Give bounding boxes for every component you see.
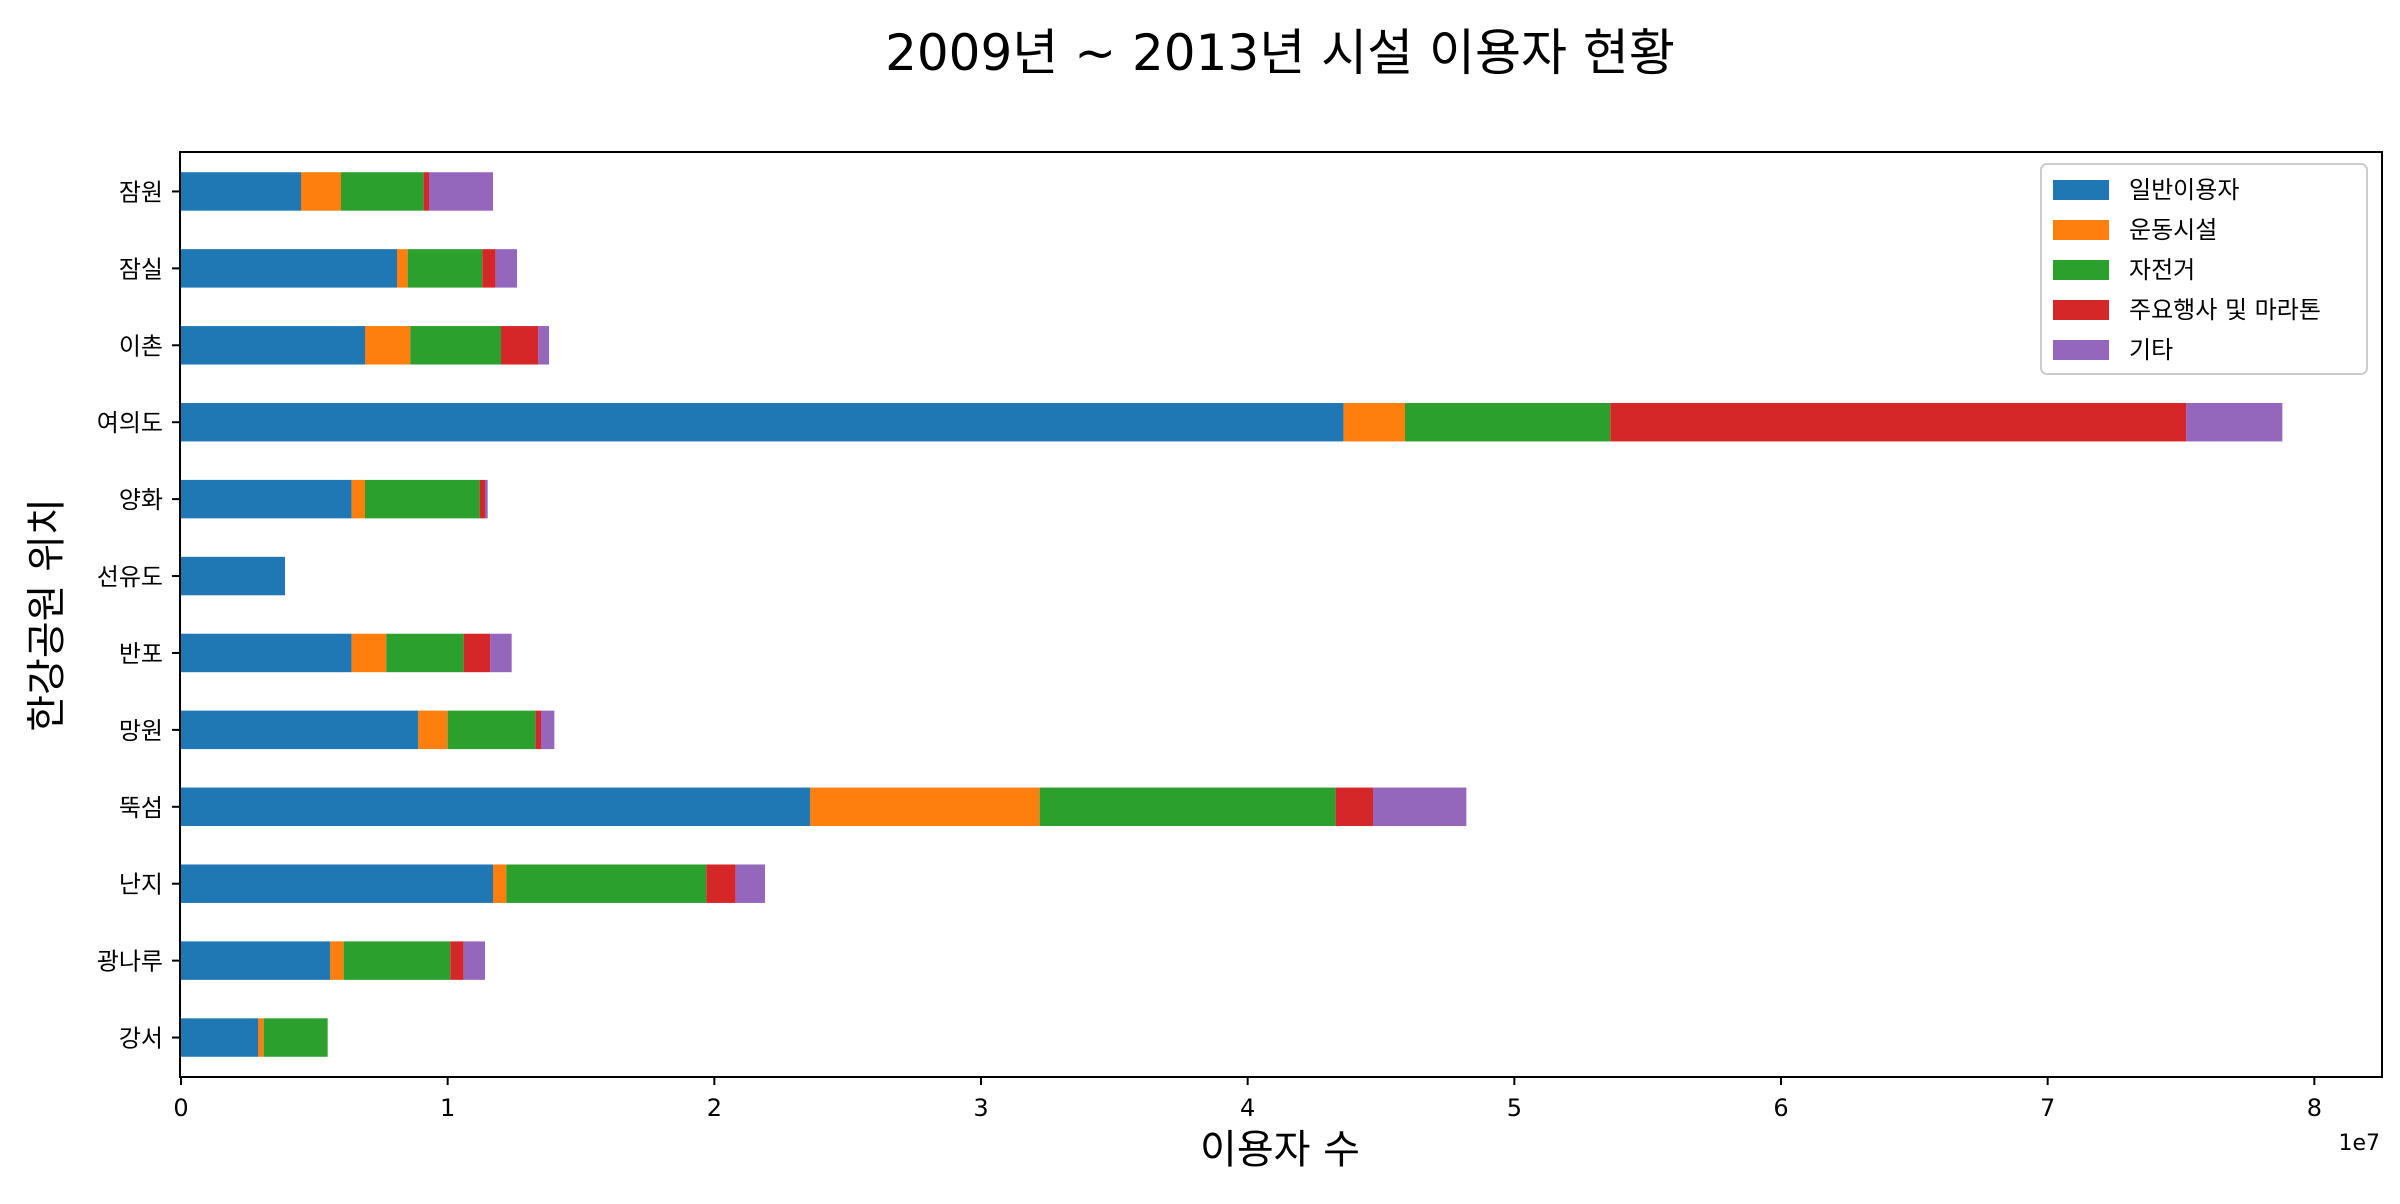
bar-segment	[493, 864, 507, 903]
plot-area: 0 1 2 3 4 5 6 7 8 강서 광나루 난지 뚝섬 망원 반포 선유도 양화 여의도 이촌 잠실 잠원	[97, 172, 2322, 1122]
bar-segment	[407, 249, 483, 288]
bar-segment	[447, 710, 536, 750]
bar-segment	[341, 172, 424, 211]
y-tick-label: 뚝섬	[119, 794, 163, 822]
x-tick-label: 7	[2040, 1094, 2055, 1122]
bar-segment	[506, 864, 707, 903]
legend-label: 자전거	[2129, 256, 2195, 284]
x-tick-label: 2	[707, 1094, 722, 1122]
x-tick-label: 4	[1240, 1094, 1255, 1122]
legend-frame	[2040, 163, 2368, 375]
bar-segment	[330, 941, 344, 980]
bar-segment	[482, 249, 496, 288]
x-tick-label: 5	[1507, 1094, 1522, 1122]
bar-segment	[538, 326, 549, 365]
bar-segment	[810, 787, 1040, 827]
legend-swatch	[2053, 220, 2109, 240]
x-tick-label: 6	[1773, 1094, 1788, 1122]
bar-segment	[343, 941, 451, 980]
bar-segment	[181, 479, 352, 519]
legend-swatch	[2053, 260, 2109, 280]
bar-segment	[501, 326, 539, 365]
bar-segment	[181, 172, 301, 211]
bar-segment	[181, 710, 419, 750]
bar-segment	[485, 479, 488, 519]
bar-segment	[490, 633, 512, 673]
bar-segment	[258, 1018, 264, 1057]
x-tick-label: 3	[973, 1094, 988, 1122]
bar-segment	[1610, 402, 2187, 442]
x-axis-label: 이용자 수	[1200, 1127, 1360, 1173]
y-tick-label: 양화	[119, 486, 163, 514]
chart-title: 2009년 ~ 2013년 시설 이용자 현황	[885, 24, 1675, 82]
bar-segment	[351, 633, 387, 673]
legend-label: 주요행사 및 마라톤	[2129, 296, 2321, 324]
bar-segment	[463, 633, 491, 673]
bar-segment	[463, 941, 485, 980]
y-tick-label: 광나루	[97, 948, 163, 976]
bar-segment	[181, 864, 493, 903]
bar-segment	[429, 172, 493, 211]
legend-label: 일반이용자	[2129, 176, 2239, 204]
bar-segment	[365, 326, 411, 365]
bar-segment	[495, 249, 517, 288]
bar-segment	[351, 479, 365, 519]
bar-segment	[2186, 402, 2283, 442]
bar-segment	[706, 864, 736, 903]
bar-segment	[365, 479, 480, 519]
bar-segment	[181, 402, 1344, 442]
bar-segment	[541, 710, 555, 750]
y-tick-label: 강서	[119, 1025, 163, 1053]
bar-segment	[181, 941, 331, 980]
bar-segment	[418, 710, 448, 750]
bar-segment	[479, 479, 485, 519]
bar-segment	[735, 864, 765, 903]
plot-frame	[179, 151, 2383, 1078]
bar-segment	[181, 1018, 259, 1057]
legend-label: 기타	[2129, 336, 2173, 364]
legend-swatch	[2053, 340, 2109, 360]
x-tick-label: 0	[173, 1094, 188, 1122]
bar-segment	[397, 249, 408, 288]
bar-segment	[1335, 787, 1373, 827]
bar-segment	[423, 172, 429, 211]
bar-segment	[386, 633, 464, 673]
bar-segment	[410, 326, 501, 365]
y-tick-label: 잠실	[119, 255, 163, 283]
bar-segment	[181, 787, 811, 827]
bar-segment	[535, 710, 541, 750]
y-tick-label: 잠원	[119, 178, 163, 206]
y-tick-label: 난지	[119, 871, 163, 899]
bar-segment	[1039, 787, 1336, 827]
y-tick-label: 망원	[119, 717, 163, 745]
x-axis-scale-note: 1e7	[2338, 1131, 2380, 1156]
bar-segment	[181, 326, 365, 365]
x-tick-label: 1	[440, 1094, 455, 1122]
legend-swatch	[2053, 300, 2109, 320]
legend-swatch	[2053, 180, 2109, 200]
bar-segment	[1405, 402, 1611, 442]
y-tick-label: 반포	[119, 640, 163, 668]
bar-segment	[1373, 787, 1467, 827]
bar-segment	[263, 1018, 328, 1057]
bar-segment	[1343, 402, 1405, 442]
bar-segment	[301, 172, 341, 211]
bar-segment	[450, 941, 464, 980]
bar-segment	[181, 556, 285, 596]
x-tick-label: 8	[2307, 1094, 2322, 1122]
bar-segment	[181, 633, 352, 673]
legend-label: 운동시설	[2129, 216, 2217, 244]
y-tick-label: 이촌	[119, 332, 163, 360]
y-axis-label: 한강공원 위치	[24, 498, 70, 732]
y-tick-label: 선유도	[97, 563, 163, 591]
bar-segment	[181, 249, 397, 288]
y-tick-label: 여의도	[97, 409, 163, 437]
